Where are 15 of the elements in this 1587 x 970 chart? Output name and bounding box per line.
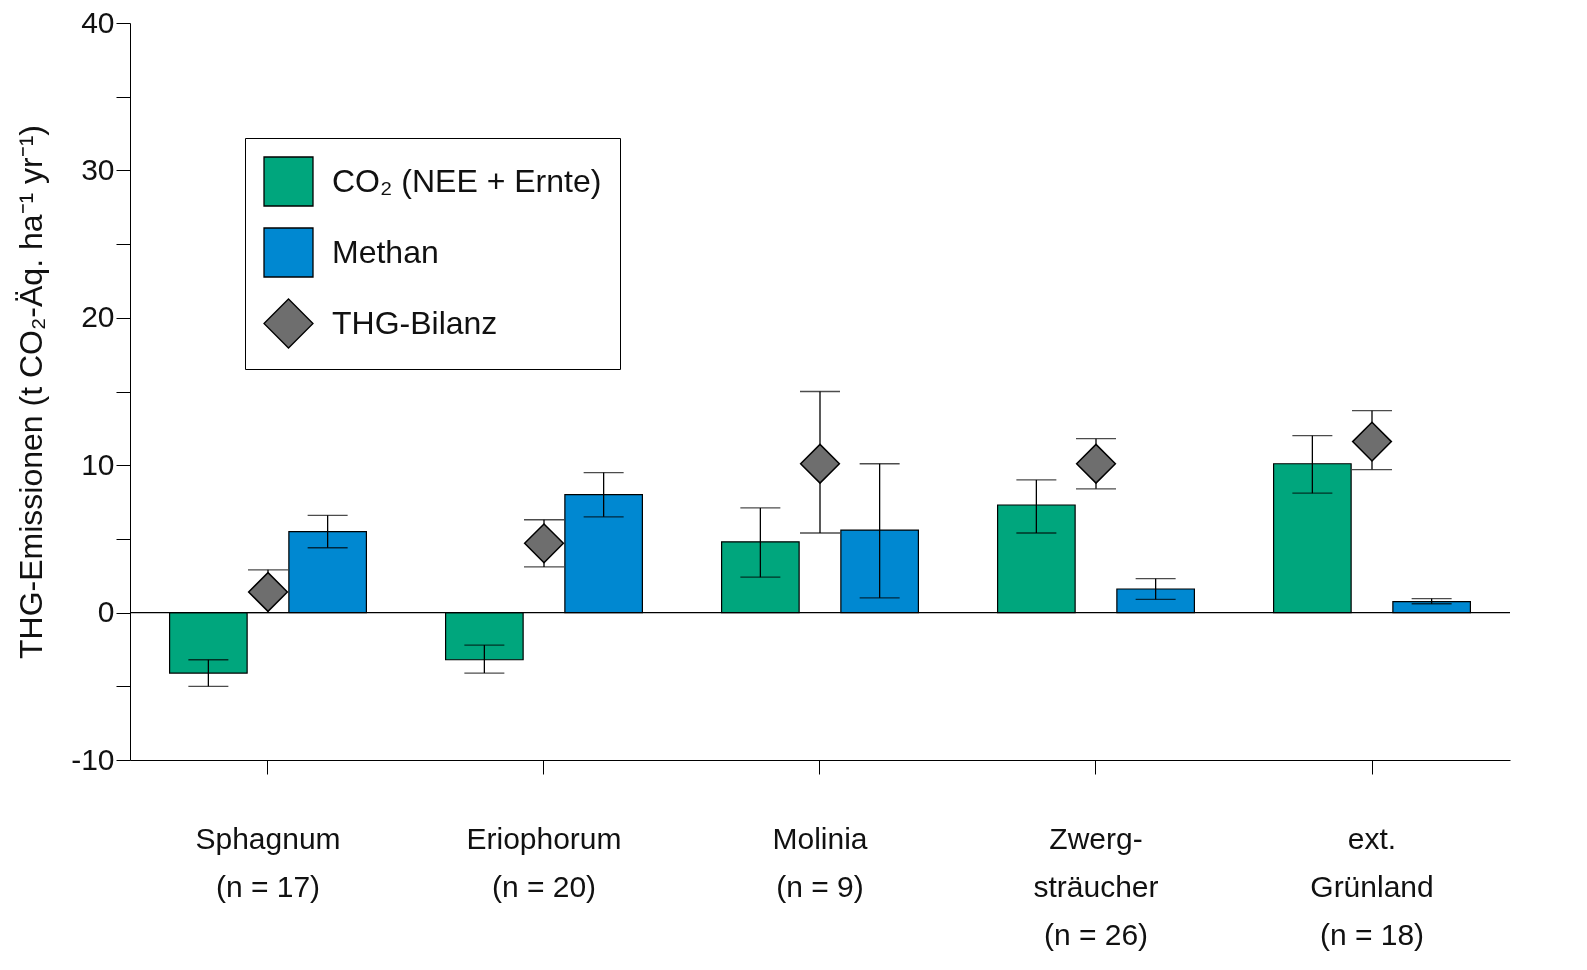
- x-tick-label: ext. Grünland (n = 18): [1310, 821, 1434, 951]
- y-tick-label: 20: [81, 300, 115, 334]
- legend-label: Methan: [332, 233, 439, 270]
- y-tick-label: 0: [97, 595, 115, 629]
- y-tick-label: 10: [81, 447, 115, 481]
- y-tick-label: 30: [81, 152, 115, 186]
- legend-label: THG-Bilanz: [332, 304, 498, 341]
- x-tick-label: Zwerg- sträucher (n = 26): [1033, 821, 1159, 951]
- y-axis-title: THG-Emissionen (t CO₂-Äq. ha⁻¹ yr⁻¹): [13, 124, 50, 660]
- y-tick-label: -10: [71, 742, 115, 776]
- y-tick-label: 40: [81, 5, 115, 39]
- x-tick-label: Sphagnum (n = 17): [195, 821, 341, 903]
- x-tick-label: Molinia (n = 9): [772, 821, 868, 903]
- x-tick-label: Eriophorum (n = 20): [466, 821, 622, 903]
- legend-label: CO₂ (NEE + Ernte): [332, 162, 602, 199]
